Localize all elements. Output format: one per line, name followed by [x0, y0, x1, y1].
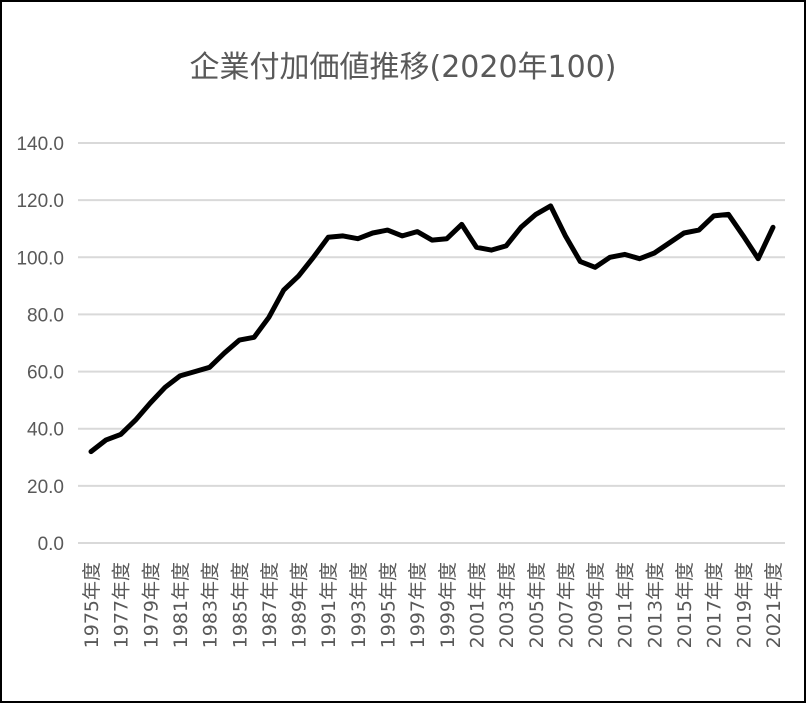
x-tick-label: 2015年度: [674, 562, 696, 648]
y-tick-label: 140.0: [16, 134, 64, 155]
x-tick-label: 2019年度: [733, 562, 755, 648]
x-tick-label: 2001年度: [466, 562, 488, 648]
y-tick-label: 0.0: [38, 534, 64, 555]
x-tick-label: 2021年度: [763, 562, 785, 648]
x-axis-ticks: 1975年度 1977年度 1979年度 1981年度 1983年度 1985年度 1987…: [81, 562, 785, 648]
x-tick-label: 1989年度: [289, 562, 311, 648]
y-axis-ticks: 0.0 20.0 40.0 60.0 80.0 100.0 120.0 140.0: [16, 134, 64, 555]
x-tick-label: 1997年度: [407, 562, 429, 648]
x-tick-label: 1999年度: [437, 562, 459, 648]
y-tick-label: 40.0: [27, 420, 64, 441]
x-tick-label: 1987年度: [259, 562, 281, 648]
x-tick-label: 1975年度: [81, 562, 103, 648]
x-tick-label: 1993年度: [348, 562, 370, 648]
y-tick-label: 60.0: [27, 363, 64, 384]
y-tick-label: 100.0: [16, 248, 64, 269]
series-line: [88, 203, 776, 455]
x-tick-label: 2009年度: [585, 562, 607, 648]
x-tick-label: 1991年度: [318, 562, 340, 648]
x-tick-label: 2011年度: [615, 562, 637, 648]
x-tick-label: 1985年度: [229, 562, 251, 648]
x-tick-label: 1979年度: [140, 562, 162, 648]
y-tick-label: 120.0: [16, 191, 64, 212]
x-tick-label: 2017年度: [704, 562, 726, 648]
y-tick-label: 80.0: [27, 305, 64, 326]
x-tick-label: 1983年度: [200, 562, 222, 648]
x-tick-label: 1977年度: [111, 562, 133, 648]
x-tick-label: 2007年度: [555, 562, 577, 648]
x-tick-label: 2013年度: [644, 562, 666, 648]
x-tick-label: 1995年度: [378, 562, 400, 648]
chart-title: 企業付加価値推移(2020年100): [189, 50, 617, 85]
x-tick-label: 2003年度: [496, 562, 518, 648]
x-tick-label: 1981年度: [170, 562, 192, 648]
y-tick-label: 20.0: [27, 477, 64, 498]
x-tick-label: 2005年度: [526, 562, 548, 648]
gridlines: [78, 142, 785, 544]
